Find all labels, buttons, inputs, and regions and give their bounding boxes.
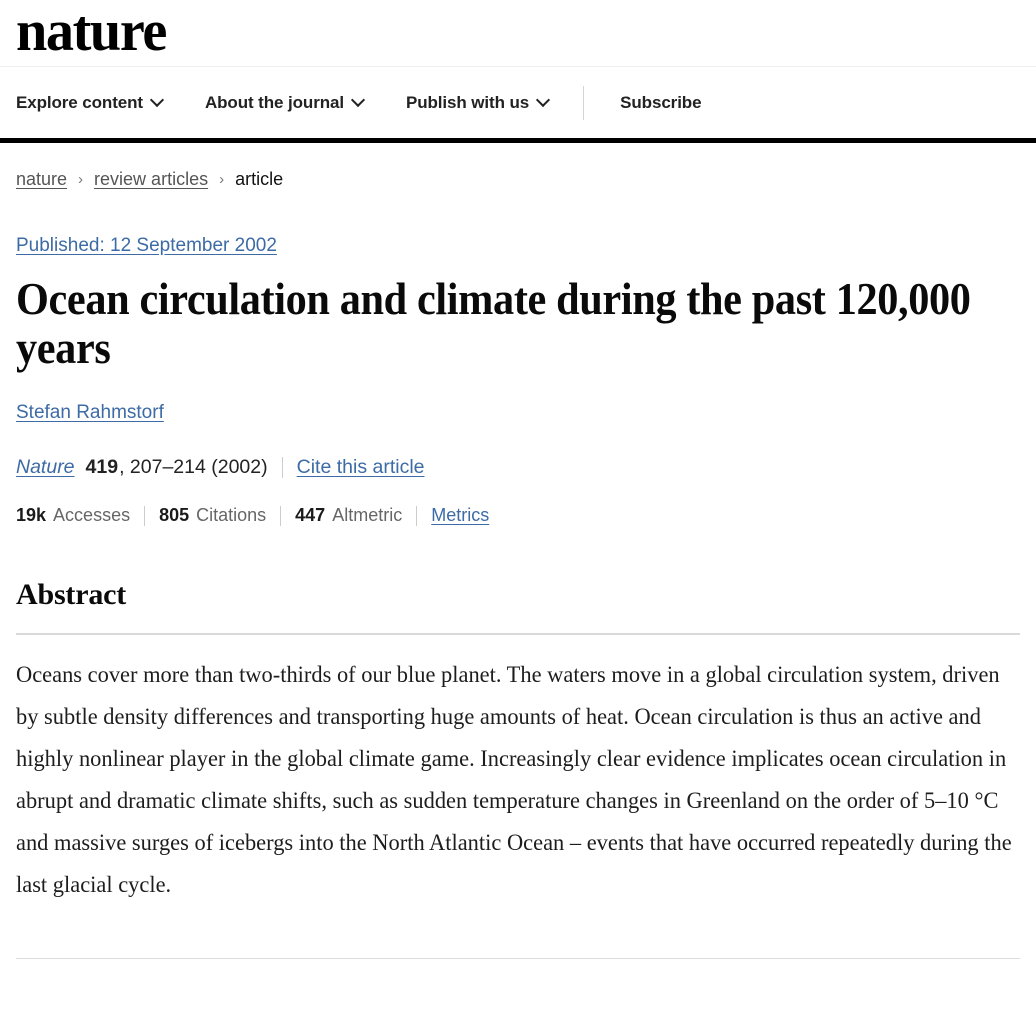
breadcrumb-separator-icon: › — [219, 171, 225, 188]
nav-item-label: Explore content — [16, 92, 143, 112]
altmetric-label: Altmetric — [332, 505, 403, 526]
citation-line: Nature 419 , 207–214 (2002) Cite this ar… — [16, 456, 1020, 479]
citation-divider — [281, 457, 283, 479]
nav-item-about-the-journal[interactable]: About the journal — [205, 93, 364, 113]
metrics-divider — [416, 505, 418, 526]
altmetric-count: 447 — [295, 505, 326, 526]
content-bottom-rule — [16, 958, 1020, 960]
breadcrumb-item-article: article — [235, 169, 284, 189]
site-masthead: nature — [0, 0, 1036, 67]
chevron-down-icon — [353, 95, 364, 106]
breadcrumb: nature › review articles › article — [16, 169, 1020, 190]
nav-vertical-divider — [583, 85, 585, 120]
author-list: Stefan Rahmstorf — [16, 402, 1020, 424]
journal-navigation: Explore content About the journal Publis… — [0, 67, 1036, 138]
metrics-bar: 19k Accesses 805 Citations 447 Altmetric… — [16, 505, 1020, 526]
abstract-section-rule — [16, 633, 1020, 636]
citation-volume: 419 — [85, 456, 119, 479]
citation-pages: , 207–214 (2002) — [119, 456, 268, 479]
nav-item-subscribe[interactable]: Subscribe — [620, 93, 701, 113]
chevron-down-icon — [152, 95, 163, 106]
article-main: nature › review articles › article Publi… — [0, 169, 1036, 960]
page-title: Ocean circulation and climate during the… — [16, 274, 971, 373]
nature-logo[interactable]: nature — [16, 0, 167, 63]
nav-list: Explore content About the journal Publis… — [16, 85, 702, 120]
published-date-link[interactable]: Published: 12 September 2002 — [16, 235, 277, 256]
chevron-down-icon — [538, 95, 549, 106]
breadcrumb-item-review-articles[interactable]: review articles — [94, 169, 209, 189]
breadcrumb-item-nature[interactable]: nature — [16, 169, 68, 189]
author-link-stefan-rahmstorf[interactable]: Stefan Rahmstorf — [16, 402, 164, 424]
metrics-divider — [280, 505, 282, 526]
accesses-label: Accesses — [53, 505, 131, 526]
journal-name-link[interactable]: Nature — [16, 456, 75, 479]
nav-item-label: Subscribe — [620, 92, 702, 112]
header-black-bar — [0, 138, 1036, 143]
breadcrumb-separator-icon: › — [78, 171, 84, 188]
nav-item-publish-with-us[interactable]: Publish with us — [406, 93, 549, 113]
metrics-link[interactable]: Metrics — [431, 505, 490, 526]
abstract-heading: Abstract — [16, 578, 127, 612]
cite-this-article-link[interactable]: Cite this article — [296, 456, 425, 479]
nav-item-explore-content[interactable]: Explore content — [16, 93, 163, 113]
accesses-count: 19k — [16, 505, 47, 526]
abstract-text: Oceans cover more than two-thirds of our… — [16, 662, 1012, 899]
metrics-divider — [144, 505, 146, 526]
citations-count: 805 — [159, 505, 190, 526]
nav-item-label: About the journal — [204, 92, 344, 112]
nav-item-label: Publish with us — [405, 92, 530, 112]
citations-label: Citations — [196, 505, 267, 526]
